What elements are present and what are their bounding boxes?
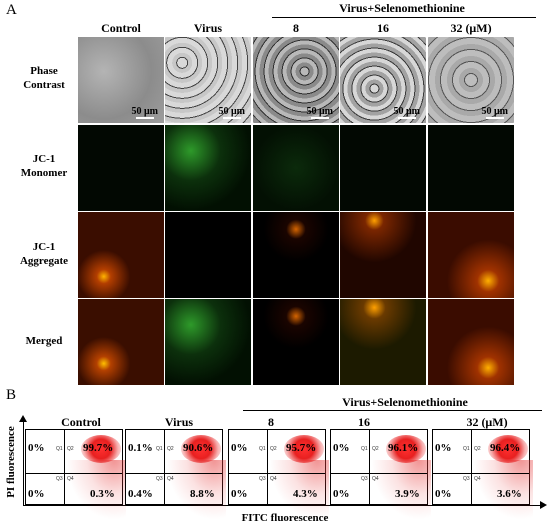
panel-a-label: A [6,2,17,18]
q1-percent: 0% [28,442,45,454]
q1-percent: 0.1% [128,442,153,454]
panel-b-label: B [6,387,17,403]
image-phase-control: 50 μm [78,37,164,123]
scale-bar: 50 μm [393,106,420,119]
row-label-jc1-aggregate: JC-1 Aggregate [19,241,69,267]
flow-header-8: 8 [268,415,274,429]
q2-percent: 99.7% [83,442,114,454]
q3-percent: 0% [28,488,45,500]
scale-bar: 50 μm [218,106,245,119]
q2-percent: 90.6% [183,442,214,454]
q4-percent: 3.6% [497,488,522,500]
column-header-control: Control [101,21,141,35]
y-axis-arrow-icon [19,415,27,422]
x-axis-arrow-icon [540,501,547,509]
flow-plot-8: Q1 Q2 Q3 Q4 0% 95.7% 0% 4.3% [228,429,329,520]
q2-percent: 96.4% [490,442,521,454]
image-aggregate-16 [340,212,426,298]
image-monomer-32 [428,125,514,211]
column-header-8: 8 [293,21,299,35]
q4-percent: 8.8% [190,488,215,500]
flow-header-16: 16 [358,415,370,429]
flow-header-control: Control [61,415,101,429]
flow-treatment-group-label: Virus+Selenomethionine [342,395,468,409]
q2-percent: 95.7% [286,442,317,454]
y-axis-label: PI fluorescence [5,426,17,498]
scale-bar: 50 μm [481,106,508,119]
q4-percent: 4.3% [293,488,318,500]
image-aggregate-virus [165,212,251,298]
q3-percent: 0.4% [128,488,153,500]
flow-header-32: 32 (μM) [466,415,508,429]
treatment-bracket [272,17,536,18]
q1-percent: 0% [231,442,248,454]
q4-percent: 3.9% [395,488,420,500]
flow-plot-32: Q1 Q2 Q3 Q4 0% 96.4% 0% 3.6% [432,429,533,520]
row-label-jc1-monomer: JC-1 Monomer [20,153,68,179]
column-header-16: 16 [377,21,389,35]
image-aggregate-8 [253,212,339,298]
row-label-merged: Merged [25,335,63,347]
image-aggregate-32 [428,212,514,298]
row-label-phase-contrast: Phase Contrast [23,65,65,91]
flow-plot-16: Q1 Q2 Q3 Q4 0% 96.1% 0% 3.9% [330,429,431,520]
q1-percent: 0% [435,442,452,454]
image-merged-32 [428,299,514,385]
flow-plot-virus: Q1 Q2 Q3 Q4 0.1% 90.6% 0.4% 8.8% [125,429,226,520]
image-merged-16 [340,299,426,385]
q1-percent: 0% [333,442,350,454]
image-monomer-8 [253,125,339,211]
q3-percent: 0% [333,488,350,500]
y-axis-line [23,421,24,505]
image-monomer-virus [165,125,251,211]
scale-bar: 50 μm [131,106,158,119]
image-merged-control [78,299,164,385]
image-aggregate-control [78,212,164,298]
image-merged-virus [165,299,251,385]
q3-percent: 0% [435,488,452,500]
flow-plot-control: Q1 Q2 Q3 Q4 0% 99.7% 0% 0.3% [25,429,126,520]
q3-percent: 0% [231,488,248,500]
column-header-virus: Virus [193,21,223,35]
flow-header-virus: Virus [164,415,194,429]
image-phase-16: 50 μm [340,37,426,123]
scale-bar: 50 μm [306,106,333,119]
treatment-group-label: Virus+Selenomethionine [339,1,465,15]
image-merged-8 [253,299,339,385]
image-monomer-16 [340,125,426,211]
column-header-32: 32 (μM) [450,21,492,35]
image-phase-virus: 50 μm [165,37,251,123]
image-monomer-control [78,125,164,211]
q4-percent: 0.3% [90,488,115,500]
q2-percent: 96.1% [388,442,419,454]
image-phase-8: 50 μm [253,37,339,123]
flow-treatment-bracket [243,410,542,411]
image-phase-32: 50 μm [428,37,514,123]
